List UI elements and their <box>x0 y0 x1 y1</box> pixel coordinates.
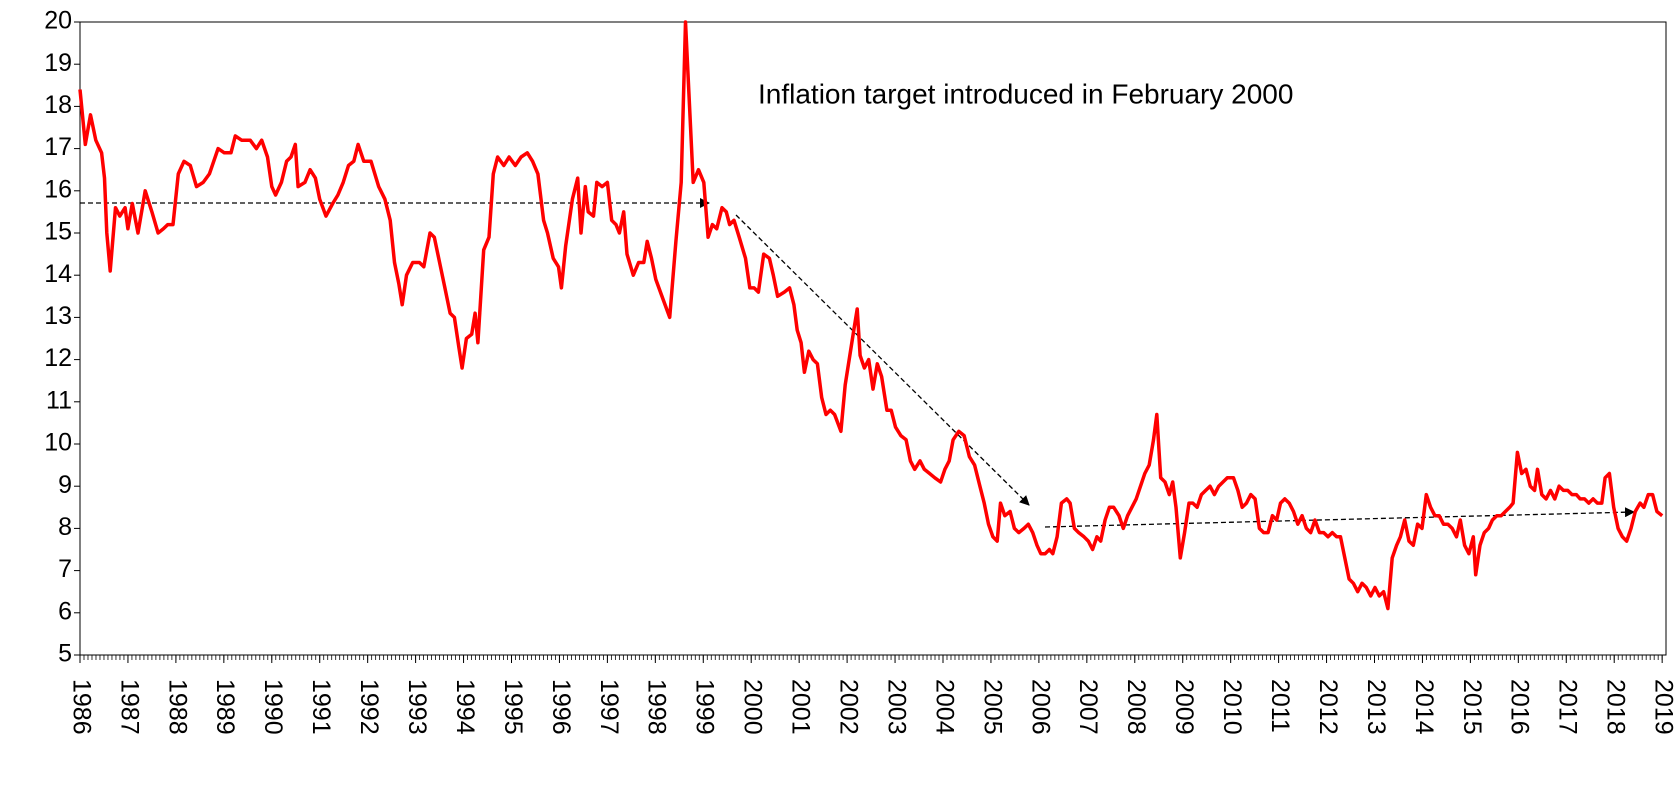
x-tick-label: 2016 <box>1506 679 1534 735</box>
x-tick-label: 2015 <box>1458 679 1486 735</box>
x-tick-label: 1998 <box>643 679 671 735</box>
x-tick-label: 1992 <box>355 679 383 735</box>
x-tick-label: 1997 <box>595 679 623 735</box>
x-tick-label: 1999 <box>691 679 719 735</box>
y-tick-label: 5 <box>58 640 72 668</box>
x-tick-label: 2019 <box>1650 679 1678 735</box>
y-tick-label: 18 <box>44 91 72 119</box>
plot-frame <box>79 21 1667 656</box>
x-tick-label: 1995 <box>499 679 527 735</box>
arrow <box>1044 507 1635 528</box>
y-tick-label: 14 <box>44 260 72 288</box>
x-tick-label: 2008 <box>1122 679 1150 735</box>
x-tick-label: 2017 <box>1554 679 1582 735</box>
x-tick-label: 2001 <box>787 679 815 735</box>
x-tick-label: 1987 <box>115 679 143 735</box>
x-tick-label: 2005 <box>978 679 1006 735</box>
x-tick-label: 1994 <box>451 679 479 735</box>
x-tick-label: 2009 <box>1170 679 1198 735</box>
y-tick-label: 7 <box>58 555 72 583</box>
annotation: Inflation target introduced in February … <box>758 78 1293 109</box>
x-tick-label: 1988 <box>163 679 191 735</box>
x-tick-label: 2012 <box>1314 679 1342 735</box>
x-tick-label: 2011 <box>1266 679 1294 733</box>
x-tick-label: 1996 <box>547 679 575 735</box>
x-tick-label: 2006 <box>1026 679 1054 735</box>
x-tick-label: 1993 <box>403 679 431 735</box>
x-tick-label: 2000 <box>739 679 767 735</box>
x-tick-label: 2013 <box>1362 679 1390 735</box>
y-tick-label: 20 <box>44 7 72 35</box>
y-tick-label: 19 <box>44 49 72 77</box>
trend-arrows <box>80 198 1635 528</box>
y-tick-label: 11 <box>46 386 72 414</box>
y-tick-label: 12 <box>44 344 72 372</box>
x-tick-label: 2003 <box>882 679 910 735</box>
x-tick-label: 1989 <box>211 679 239 735</box>
y-tick-label: 6 <box>58 597 72 625</box>
x-tick-label: 2002 <box>835 679 863 735</box>
series-line <box>78 20 1664 611</box>
y-tick-label: 9 <box>58 471 72 499</box>
x-tick-label: 1991 <box>307 679 335 735</box>
x-tick-label: 2018 <box>1602 679 1630 735</box>
y-tick-label: 13 <box>44 302 72 330</box>
y-tick-label: 16 <box>44 175 72 203</box>
y-tick-label: 10 <box>44 429 72 457</box>
x-tick-label: 1990 <box>259 679 287 735</box>
x-tick-label: 2007 <box>1074 679 1102 735</box>
x-tick-label: 2014 <box>1410 679 1438 735</box>
x-tick-label: 2004 <box>930 679 958 735</box>
y-tick-label: 8 <box>58 513 72 541</box>
x-tick-label: 2010 <box>1218 679 1246 735</box>
arrow <box>735 214 1030 506</box>
y-tick-label: 17 <box>44 133 72 161</box>
y-tick-label: 15 <box>44 218 72 246</box>
x-tick-label: 1986 <box>67 679 95 735</box>
